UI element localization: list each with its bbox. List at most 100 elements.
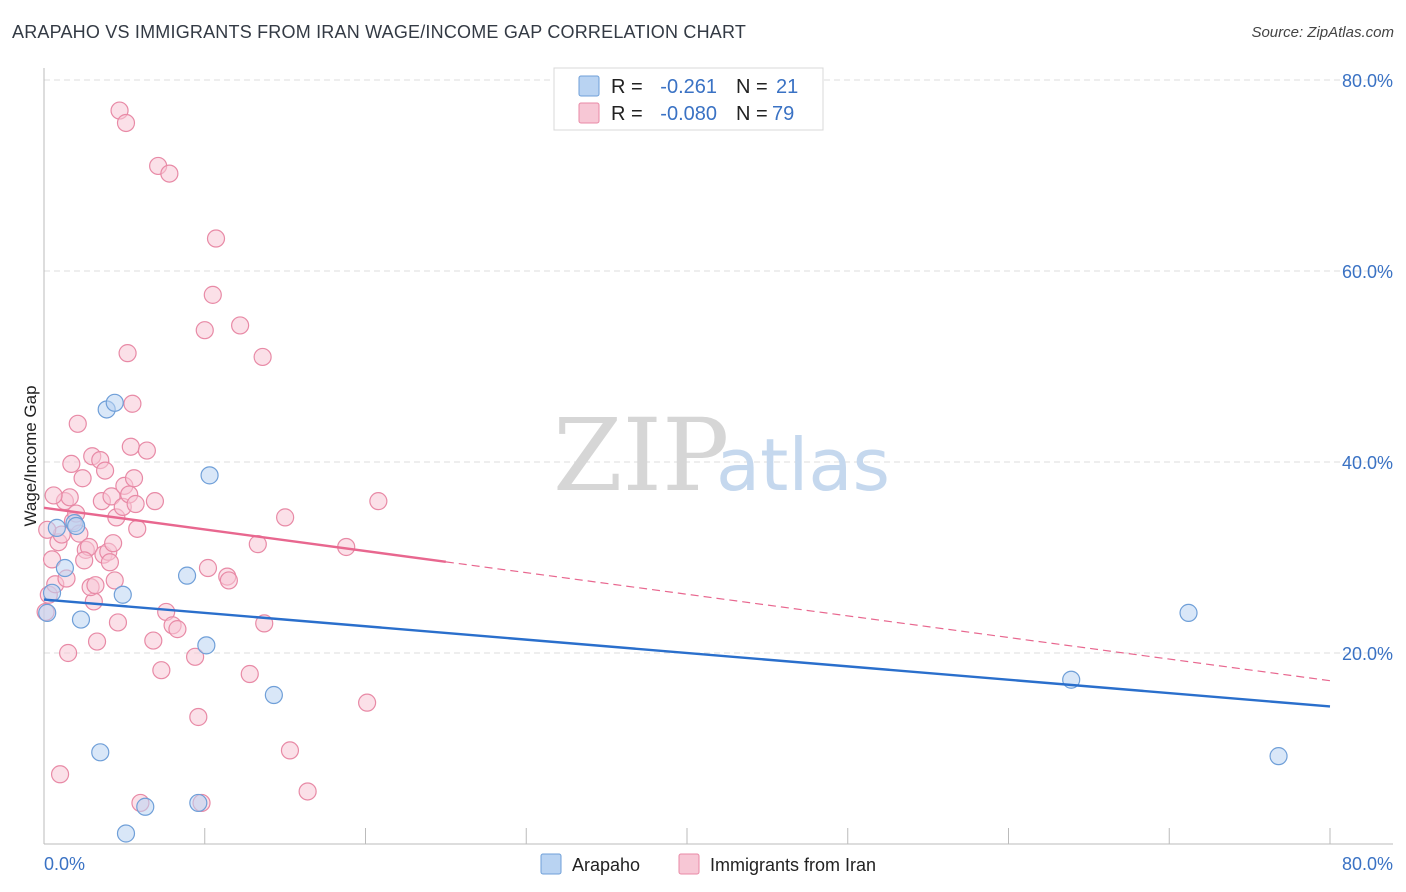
watermark-zip: ZIP bbox=[553, 397, 729, 514]
legend-n-label-arapaho: N = bbox=[736, 76, 768, 98]
axes bbox=[43, 68, 1393, 845]
legend-swatch-arapaho bbox=[578, 75, 600, 97]
trend-line-arapaho bbox=[43, 598, 1331, 708]
point-iran bbox=[280, 741, 300, 760]
point-iran bbox=[186, 647, 205, 666]
point-iran bbox=[121, 437, 140, 456]
point-arapaho bbox=[1179, 603, 1198, 622]
point-iran bbox=[137, 441, 156, 460]
point-iran bbox=[105, 571, 124, 590]
point-iran bbox=[87, 632, 107, 651]
point-arapaho bbox=[47, 518, 66, 537]
point-arapaho bbox=[113, 585, 132, 604]
point-iran bbox=[73, 469, 92, 488]
point-iran bbox=[100, 553, 120, 572]
point-iran bbox=[62, 454, 81, 474]
series-legend-label-arapaho: Arapaho bbox=[572, 855, 640, 875]
x-tick-label: 0.0% bbox=[44, 854, 85, 874]
point-iran bbox=[219, 571, 238, 590]
point-arapaho bbox=[1269, 747, 1288, 766]
point-arapaho bbox=[55, 558, 74, 578]
series-legend: Arapaho Immigrants from Iran bbox=[540, 853, 876, 875]
point-iran bbox=[59, 643, 78, 663]
point-iran bbox=[189, 707, 208, 727]
point-iran bbox=[160, 164, 179, 183]
point-iran bbox=[123, 394, 142, 413]
point-iran bbox=[369, 492, 388, 511]
legend-r-label-arapaho: R = bbox=[611, 76, 643, 98]
point-iran bbox=[128, 519, 147, 538]
point-arapaho bbox=[197, 636, 216, 655]
y-tick-labels: 20.0% 40.0% 60.0% 80.0% bbox=[1342, 71, 1393, 664]
y-axis-label: Wage/Income Gap bbox=[21, 385, 40, 526]
point-iran bbox=[50, 765, 70, 784]
point-arapaho bbox=[116, 824, 136, 843]
x-tick-labels: 0.0% 80.0% bbox=[44, 854, 1393, 874]
point-iran bbox=[152, 661, 171, 680]
point-arapaho bbox=[189, 793, 208, 813]
watermark: ZIP atlas bbox=[553, 397, 890, 514]
point-iran bbox=[168, 620, 187, 639]
point-iran bbox=[126, 494, 145, 514]
point-iran bbox=[108, 613, 128, 632]
point-arapaho bbox=[91, 743, 110, 762]
point-iran bbox=[240, 664, 259, 684]
trend-lines bbox=[43, 506, 1331, 708]
point-iran bbox=[95, 461, 115, 480]
series-legend-swatch-iran bbox=[678, 853, 700, 875]
point-iran bbox=[60, 488, 79, 507]
point-iran bbox=[118, 344, 137, 363]
point-iran bbox=[144, 631, 163, 650]
y-tick-label: 80.0% bbox=[1342, 71, 1393, 91]
point-iran bbox=[276, 508, 295, 527]
x-tick-label: 80.0% bbox=[1342, 854, 1393, 874]
legend-swatch-iran bbox=[578, 102, 600, 124]
trend-line-iran-solid bbox=[43, 506, 447, 564]
point-iran bbox=[124, 469, 144, 488]
point-arapaho bbox=[200, 466, 219, 485]
y-tick-label: 60.0% bbox=[1342, 262, 1393, 282]
point-iran bbox=[102, 487, 121, 506]
point-arapaho bbox=[136, 797, 155, 816]
point-arapaho bbox=[67, 516, 86, 536]
legend-n-label-iran: N = bbox=[736, 103, 768, 125]
point-iran bbox=[253, 347, 272, 367]
point-iran bbox=[44, 486, 63, 505]
series-legend-swatch-arapaho bbox=[540, 853, 562, 875]
point-arapaho bbox=[105, 393, 124, 412]
source-label: Source: ZipAtlas.com bbox=[1251, 24, 1394, 41]
point-iran bbox=[116, 113, 136, 133]
point-iran bbox=[231, 316, 250, 335]
y-tick-label: 20.0% bbox=[1342, 644, 1393, 664]
y-tick-label: 40.0% bbox=[1342, 453, 1393, 473]
gridlines bbox=[44, 79, 1393, 654]
point-iran bbox=[75, 551, 94, 570]
legend-r-value-arapaho: -0.261 bbox=[660, 76, 717, 98]
point-iran bbox=[198, 558, 218, 578]
point-arapaho bbox=[38, 603, 57, 622]
point-iran bbox=[42, 550, 62, 569]
series-legend-label-iran: Immigrants from Iran bbox=[710, 855, 876, 875]
data-points bbox=[36, 101, 1288, 843]
legend-n-value-arapaho: 21 bbox=[776, 76, 798, 98]
legend-n-value-iran: 79 bbox=[772, 103, 794, 125]
point-arapaho bbox=[264, 685, 283, 705]
legend-r-value-iran: -0.080 bbox=[660, 103, 717, 125]
point-iran bbox=[358, 693, 377, 712]
point-iran bbox=[68, 414, 87, 433]
trend-line-iran-dashed bbox=[445, 561, 1331, 682]
point-iran bbox=[86, 576, 105, 595]
point-iran bbox=[203, 285, 222, 304]
correlation-legend: R = -0.261 N = 21 R = -0.080 N = 79 bbox=[553, 67, 824, 131]
watermark-atlas: atlas bbox=[716, 423, 890, 507]
point-arapaho bbox=[71, 610, 91, 629]
point-iran bbox=[145, 492, 165, 511]
point-iran bbox=[104, 534, 123, 553]
point-iran bbox=[298, 782, 317, 801]
legend-r-label-iran: R = bbox=[611, 103, 643, 125]
point-arapaho bbox=[177, 566, 197, 585]
point-iran bbox=[206, 229, 226, 248]
chart-title: ARAPAHO VS IMMIGRANTS FROM IRAN WAGE/INC… bbox=[12, 22, 747, 42]
point-iran bbox=[195, 321, 214, 340]
